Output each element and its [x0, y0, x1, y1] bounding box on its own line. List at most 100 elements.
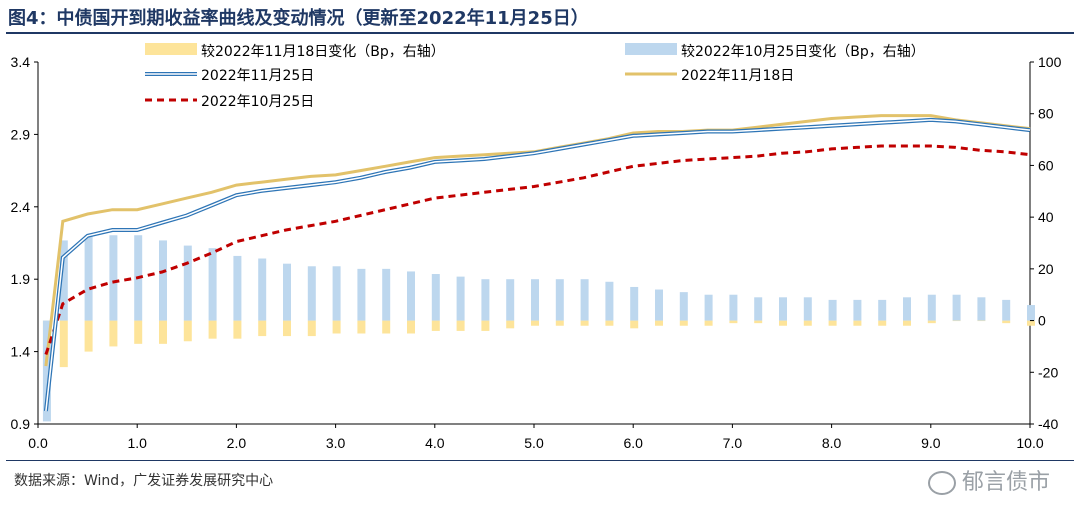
- bar-chg-1025: [927, 294, 936, 321]
- bar-chg-1118: [903, 320, 911, 326]
- legend-label: 较2022年11月18日变化（Bp，右轴）: [201, 44, 445, 60]
- watermark-text: 郁言债市: [961, 470, 1050, 495]
- x-tick-label: 5.0: [524, 435, 544, 451]
- bar-chg-1025: [233, 255, 242, 321]
- bar-chg-1118: [382, 320, 391, 334]
- bar-chg-1118: [307, 320, 316, 337]
- bar-chg-1118: [258, 320, 267, 337]
- bar-chg-1118: [754, 320, 763, 324]
- x-tick-label: 2.0: [227, 435, 247, 451]
- bar-chg-1118: [704, 320, 713, 326]
- bar-chg-1118: [679, 320, 688, 326]
- bar-chg-1025: [1027, 305, 1035, 321]
- bar-chg-1118: [531, 320, 539, 326]
- right-tick-label: 80: [1038, 106, 1054, 122]
- bar-chg-1118: [357, 320, 366, 334]
- bar-chg-1025: [407, 271, 415, 321]
- wechat-icon: [927, 471, 956, 495]
- bar-chg-1025: [605, 281, 614, 321]
- bar-chg-1118: [332, 320, 341, 334]
- bar-chg-1025: [803, 297, 812, 321]
- bar-chg-1118: [655, 320, 663, 326]
- bar-chg-1025: [258, 258, 267, 321]
- right-tick-label: 60: [1038, 157, 1054, 173]
- legend-label: 2022年11月18日: [681, 68, 794, 84]
- chart-title: 图4：中债国开到期收益率曲线及变动情况（更新至2022年11月25日）: [8, 8, 589, 29]
- bar-chg-1025: [481, 279, 490, 321]
- bar-chg-1025: [307, 266, 316, 321]
- bar-chg-1025: [283, 263, 291, 321]
- bar-chg-1118: [952, 320, 961, 322]
- left-tick-label: 3.4: [11, 54, 31, 70]
- right-tick-label: 40: [1038, 209, 1054, 225]
- bar-chg-1118: [729, 320, 738, 324]
- legend-swatch-bar: [625, 43, 677, 55]
- x-tick-label: 8.0: [822, 435, 842, 451]
- bar-chg-1025: [183, 245, 192, 321]
- legend-swatch-bar: [145, 43, 197, 55]
- bar-chg-1118: [853, 320, 862, 326]
- bar-chg-1025: [456, 276, 465, 321]
- bar-chg-1118: [605, 320, 614, 326]
- bar-chg-1025: [159, 240, 167, 321]
- right-tick-label: -20: [1038, 364, 1058, 380]
- line-2022-11-25-inner: [45, 119, 1031, 412]
- bar-chg-1118: [431, 320, 440, 331]
- x-tick-label: 9.0: [921, 435, 941, 451]
- bar-chg-1118: [84, 320, 93, 352]
- bar-chg-1025: [952, 294, 961, 321]
- bar-chg-1025: [580, 279, 589, 321]
- x-tick-label: 6.0: [623, 435, 643, 451]
- bar-chg-1118: [555, 320, 564, 326]
- bar-chg-1025: [828, 299, 837, 321]
- bar-chg-1025: [977, 297, 986, 321]
- x-tick-label: 7.0: [723, 435, 743, 451]
- bar-chg-1025: [506, 279, 515, 321]
- bar-series: [42, 235, 1035, 422]
- bar-chg-1025: [332, 266, 341, 321]
- title-divider: [6, 32, 1074, 34]
- bar-chg-1025: [109, 235, 118, 321]
- bar-chg-1118: [803, 320, 812, 326]
- right-tick-label: -40: [1038, 416, 1058, 432]
- bar-chg-1118: [580, 320, 589, 326]
- bar-chg-1025: [853, 299, 862, 321]
- bar-chg-1118: [1002, 320, 1011, 324]
- bar-chg-1118: [208, 320, 217, 339]
- data-source: 数据来源：Wind，广发证券发展研究中心: [14, 473, 274, 489]
- bar-chg-1025: [555, 279, 564, 321]
- bar-chg-1118: [159, 320, 167, 344]
- legend-label: 2022年11月25日: [201, 68, 314, 84]
- bar-chg-1025: [42, 320, 51, 422]
- bar-chg-1025: [754, 297, 763, 321]
- bar-chg-1118: [506, 320, 515, 329]
- bar-chg-1025: [630, 286, 639, 321]
- bar-chg-1025: [704, 294, 713, 321]
- bar-chg-1025: [729, 294, 738, 321]
- left-tick-label: 1.9: [11, 271, 31, 287]
- bar-chg-1118: [183, 320, 192, 342]
- bar-chg-1025: [59, 240, 68, 321]
- legend-label: 较2022年10月25日变化（Bp，右轴）: [681, 44, 925, 60]
- bar-chg-1118: [828, 320, 837, 326]
- bar-chg-1025: [903, 297, 911, 321]
- bar-chg-1118: [59, 320, 68, 368]
- bar-chg-1118: [878, 320, 887, 326]
- line-2022-10-25: [44, 144, 1031, 355]
- bar-chg-1025: [679, 292, 688, 321]
- bar-chg-1118: [630, 320, 639, 329]
- bar-chg-1118: [779, 320, 787, 326]
- x-tick-label: 4.0: [425, 435, 445, 451]
- yield-curve-chart: 0.9 1.4 1.9 2.4 2.9 3.4 -40 -20 0 20 40 60 80 100 0.0 1…: [11, 43, 1062, 451]
- bar-chg-1025: [779, 297, 787, 321]
- bar-chg-1118: [134, 320, 143, 344]
- left-tick-label: 2.4: [11, 199, 31, 215]
- bar-chg-1118: [927, 320, 936, 324]
- bar-chg-1118: [481, 320, 490, 331]
- bar-chg-1118: [109, 320, 118, 347]
- bar-chg-1025: [655, 289, 663, 321]
- bar-chg-1118: [456, 320, 465, 331]
- line-series: [43, 114, 1031, 412]
- bar-chg-1025: [84, 235, 93, 321]
- bar-chg-1118: [407, 320, 415, 334]
